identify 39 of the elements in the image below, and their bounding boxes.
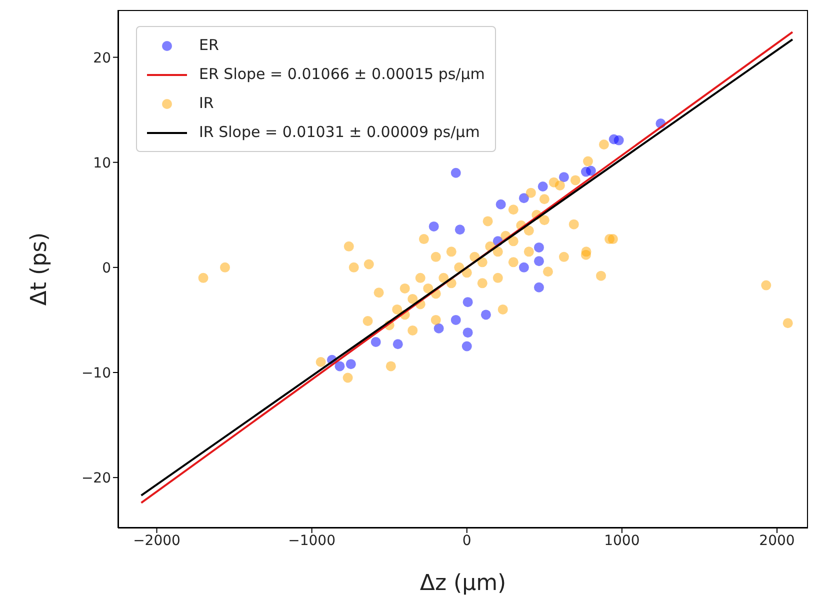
point <box>462 341 472 352</box>
point <box>534 282 544 292</box>
x-tick-label: 2000 <box>759 532 795 549</box>
point <box>518 193 529 204</box>
point <box>580 166 591 177</box>
point <box>496 199 506 210</box>
y-tick-label: −20 <box>81 470 111 487</box>
point <box>462 328 473 338</box>
point <box>334 361 345 372</box>
y-tick-label: 10 <box>93 155 111 172</box>
point <box>454 224 465 235</box>
point <box>450 168 461 178</box>
point <box>534 256 544 266</box>
legend-label: IR Slope = 0.01031 ± 0.00009 ps/μm <box>199 122 480 143</box>
point <box>428 221 439 232</box>
legend-label: ER <box>199 35 219 56</box>
x-tick-label: 1000 <box>604 532 640 549</box>
point <box>480 310 491 320</box>
y-tick-label: −10 <box>81 365 111 382</box>
point <box>434 323 444 334</box>
x-tick-label: −1000 <box>288 532 336 549</box>
point <box>608 134 619 144</box>
legend-label: ER Slope = 0.01066 ± 0.00015 ps/μm <box>199 64 485 85</box>
point <box>518 262 529 272</box>
point <box>462 297 473 308</box>
point <box>534 242 544 252</box>
x-axis-title: Δz (μm) <box>420 571 506 596</box>
y-tick-label: 20 <box>93 50 111 66</box>
y-tick-label: 0 <box>102 260 111 276</box>
point <box>346 359 356 370</box>
y-axis-title: Δt (ps) <box>26 232 52 306</box>
point <box>558 172 569 182</box>
legend-label: IR <box>199 93 214 114</box>
point <box>450 314 461 325</box>
point <box>370 337 381 348</box>
x-tick-label: 0 <box>462 532 472 549</box>
x-tick-label: −2000 <box>133 532 180 549</box>
point <box>392 339 403 350</box>
point <box>538 182 548 192</box>
